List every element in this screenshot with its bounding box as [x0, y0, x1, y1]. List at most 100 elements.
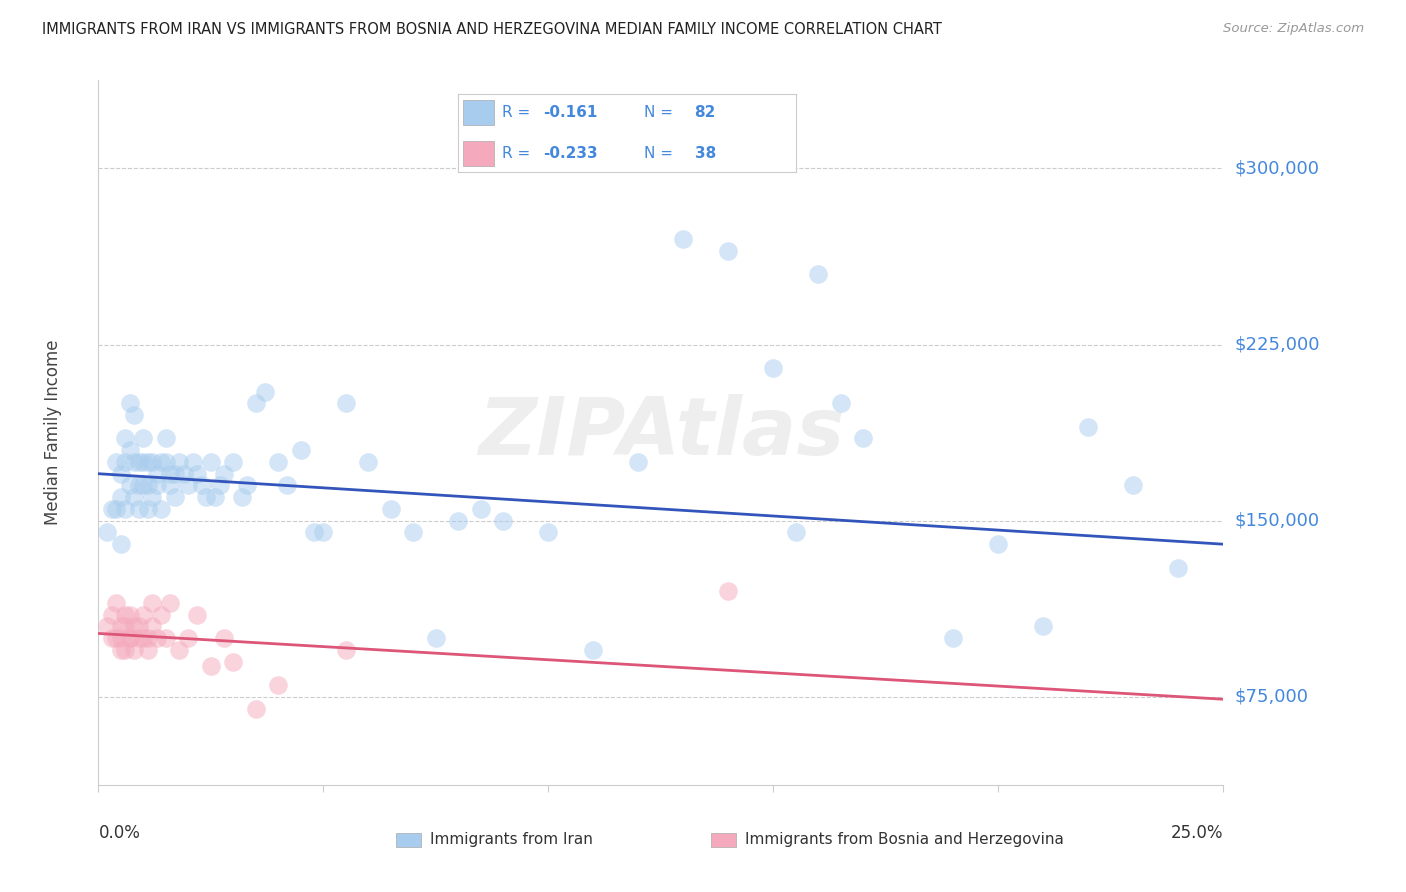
- Point: [304, 525, 326, 540]
- Point: [150, 607, 173, 622]
- Point: [447, 514, 470, 528]
- Point: [987, 537, 1010, 551]
- Point: [717, 244, 740, 258]
- Point: [105, 631, 128, 645]
- Point: [335, 396, 357, 410]
- Text: Immigrants from Bosnia and Herzegovina: Immigrants from Bosnia and Herzegovina: [745, 832, 1064, 847]
- Point: [1077, 419, 1099, 434]
- Point: [1167, 560, 1189, 574]
- Point: [942, 631, 965, 645]
- Point: [114, 619, 136, 633]
- Point: [245, 396, 267, 410]
- Point: [181, 455, 204, 469]
- Point: [132, 631, 155, 645]
- Point: [159, 478, 181, 492]
- Point: [110, 643, 132, 657]
- Point: [155, 631, 177, 645]
- Point: [128, 631, 150, 645]
- Point: [253, 384, 276, 399]
- Point: [128, 502, 150, 516]
- Point: [105, 502, 128, 516]
- Point: [186, 467, 208, 481]
- Point: [101, 607, 124, 622]
- Point: [186, 607, 208, 622]
- Text: $300,000: $300,000: [1234, 160, 1319, 178]
- Point: [128, 455, 150, 469]
- Point: [118, 443, 141, 458]
- Point: [128, 619, 150, 633]
- Text: $75,000: $75,000: [1234, 688, 1309, 706]
- Point: [146, 631, 169, 645]
- FancyBboxPatch shape: [396, 833, 422, 847]
- Text: IMMIGRANTS FROM IRAN VS IMMIGRANTS FROM BOSNIA AND HERZEGOVINA MEDIAN FAMILY INC: IMMIGRANTS FROM IRAN VS IMMIGRANTS FROM …: [42, 22, 942, 37]
- Point: [114, 455, 136, 469]
- Point: [132, 455, 155, 469]
- Point: [132, 432, 155, 446]
- Point: [124, 490, 146, 504]
- Text: Source: ZipAtlas.com: Source: ZipAtlas.com: [1223, 22, 1364, 36]
- Point: [118, 631, 141, 645]
- Point: [159, 596, 181, 610]
- Text: $150,000: $150,000: [1234, 512, 1319, 530]
- Point: [141, 619, 163, 633]
- Point: [155, 432, 177, 446]
- Point: [672, 232, 695, 246]
- Point: [96, 619, 118, 633]
- Point: [169, 643, 191, 657]
- Point: [627, 455, 650, 469]
- Point: [470, 502, 492, 516]
- Point: [128, 478, 150, 492]
- Point: [200, 659, 222, 673]
- Point: [96, 525, 118, 540]
- Point: [290, 443, 312, 458]
- Text: ZIPAtlas: ZIPAtlas: [478, 393, 844, 472]
- Point: [118, 607, 141, 622]
- Point: [163, 490, 186, 504]
- Point: [118, 478, 141, 492]
- Point: [146, 478, 169, 492]
- Point: [114, 607, 136, 622]
- Point: [236, 478, 259, 492]
- Point: [141, 455, 163, 469]
- Text: $225,000: $225,000: [1234, 335, 1320, 353]
- Point: [105, 596, 128, 610]
- Point: [195, 490, 218, 504]
- Point: [762, 361, 785, 376]
- Point: [785, 525, 807, 540]
- Point: [132, 607, 155, 622]
- Point: [105, 455, 128, 469]
- Point: [124, 408, 146, 422]
- Point: [114, 432, 136, 446]
- Point: [159, 467, 181, 481]
- Point: [124, 643, 146, 657]
- Point: [1122, 478, 1144, 492]
- Point: [231, 490, 253, 504]
- Point: [132, 478, 155, 492]
- Point: [169, 455, 191, 469]
- Point: [118, 396, 141, 410]
- Point: [852, 432, 875, 446]
- Point: [173, 467, 195, 481]
- FancyBboxPatch shape: [711, 833, 737, 847]
- Point: [118, 631, 141, 645]
- Point: [136, 455, 159, 469]
- Point: [141, 490, 163, 504]
- Point: [267, 678, 290, 692]
- Point: [245, 701, 267, 715]
- Point: [191, 478, 214, 492]
- Point: [222, 655, 245, 669]
- Point: [357, 455, 380, 469]
- Point: [124, 619, 146, 633]
- Point: [114, 643, 136, 657]
- Point: [155, 455, 177, 469]
- Point: [717, 584, 740, 599]
- Point: [177, 631, 200, 645]
- Point: [110, 619, 132, 633]
- Point: [830, 396, 852, 410]
- Point: [101, 502, 124, 516]
- Point: [582, 643, 605, 657]
- Point: [110, 467, 132, 481]
- Point: [312, 525, 335, 540]
- Point: [136, 631, 159, 645]
- Point: [214, 467, 236, 481]
